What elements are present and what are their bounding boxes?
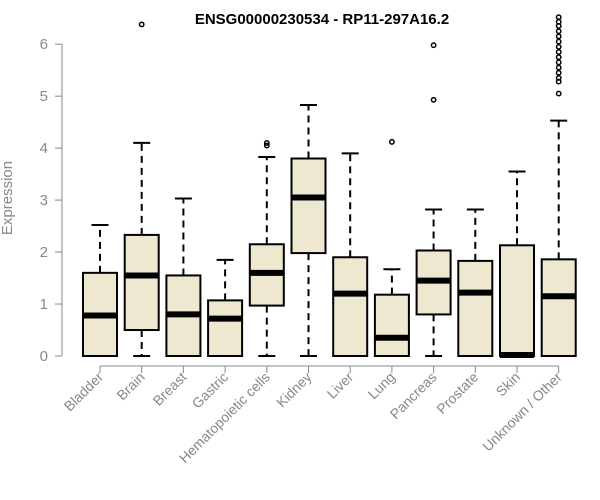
y-tick-label: 3 [40, 192, 48, 209]
x-tick-label: Liver [324, 369, 357, 402]
box-brain [123, 21, 160, 357]
y-tick-label: 4 [40, 140, 48, 157]
outlier-point [555, 43, 562, 50]
outlier-point [388, 138, 395, 145]
box-unknown-other [540, 14, 577, 357]
box-iqr [207, 299, 244, 357]
y-tick-label: 2 [40, 244, 48, 261]
outlier-point [555, 38, 562, 45]
chart-title: ENSG00000230534 - RP11-297A16.2 [195, 11, 449, 28]
outlier-point [555, 14, 562, 21]
box-skin [499, 170, 535, 358]
y-tick-label: 6 [40, 36, 48, 53]
x-tick-label: Breast [150, 369, 190, 409]
x-tick-label: Kidney [273, 369, 315, 411]
x-tick-label: Bladder [61, 369, 107, 415]
outlier-point [263, 139, 270, 146]
box-prostate [457, 208, 494, 357]
outlier-point [555, 33, 562, 40]
outlier-point [555, 18, 562, 25]
y-axis-label: Expression [0, 161, 16, 235]
y-tick-label: 1 [40, 296, 48, 313]
x-tick-label: Lung [365, 369, 398, 402]
box-bladder [82, 224, 118, 357]
box-liver [332, 152, 369, 357]
box-hematopoietic-cells [248, 139, 285, 357]
box-iqr [123, 233, 160, 332]
box-iqr [290, 157, 327, 255]
x-tick-label: Prostate [433, 369, 481, 417]
box-iqr [332, 256, 369, 357]
outlier-point [263, 142, 270, 149]
box-iqr [373, 293, 410, 357]
outlier-point [430, 42, 437, 49]
outlier-point [555, 59, 562, 66]
x-tick-label: Unknown / Other [479, 369, 565, 455]
outlier-point [555, 54, 562, 61]
box-lung [373, 138, 410, 357]
outlier-point [555, 78, 562, 85]
outlier-point [430, 96, 437, 103]
outlier-point [555, 28, 562, 35]
box-iqr [540, 258, 577, 357]
box-pancreas [415, 42, 452, 357]
box-iqr [499, 244, 535, 358]
x-tick-label: Skin [493, 369, 524, 400]
box-kidney [290, 103, 327, 357]
box-iqr [457, 259, 494, 357]
y-tick-label: 0 [40, 348, 48, 365]
outlier-point [138, 21, 145, 28]
outlier-point [555, 69, 562, 76]
outlier-point [555, 75, 562, 81]
box-breast [165, 197, 202, 357]
outlier-point [555, 90, 562, 97]
box-series [82, 14, 577, 358]
outlier-point [555, 49, 562, 55]
outlier-point [555, 64, 562, 71]
y-axis: 0 1 2 3 4 5 6 [40, 36, 63, 365]
x-tick-label: Brain [113, 369, 147, 403]
y-tick-label: 5 [40, 88, 48, 105]
box-gastric [207, 258, 244, 357]
